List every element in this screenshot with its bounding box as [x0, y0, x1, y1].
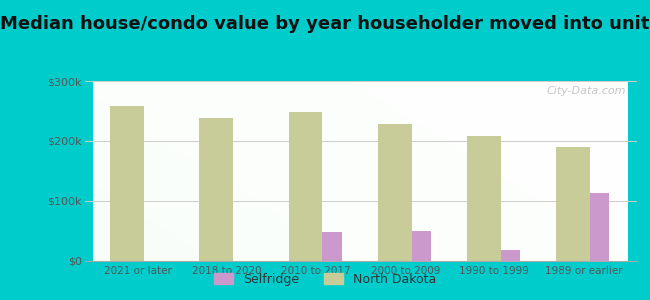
Bar	[111, 106, 144, 261]
Text: Median house/condo value by year householder moved into unit: Median house/condo value by year househo…	[0, 15, 650, 33]
Bar	[411, 231, 431, 261]
Bar	[556, 147, 590, 261]
Text: City-Data.com: City-Data.com	[547, 86, 626, 96]
Bar	[467, 136, 500, 261]
Legend: Selfridge, North Dakota: Selfridge, North Dakota	[209, 268, 441, 291]
Bar	[590, 193, 610, 261]
Bar	[500, 250, 520, 261]
Bar	[322, 232, 342, 261]
Bar	[378, 124, 411, 261]
Bar	[289, 112, 322, 261]
Bar	[200, 118, 233, 261]
